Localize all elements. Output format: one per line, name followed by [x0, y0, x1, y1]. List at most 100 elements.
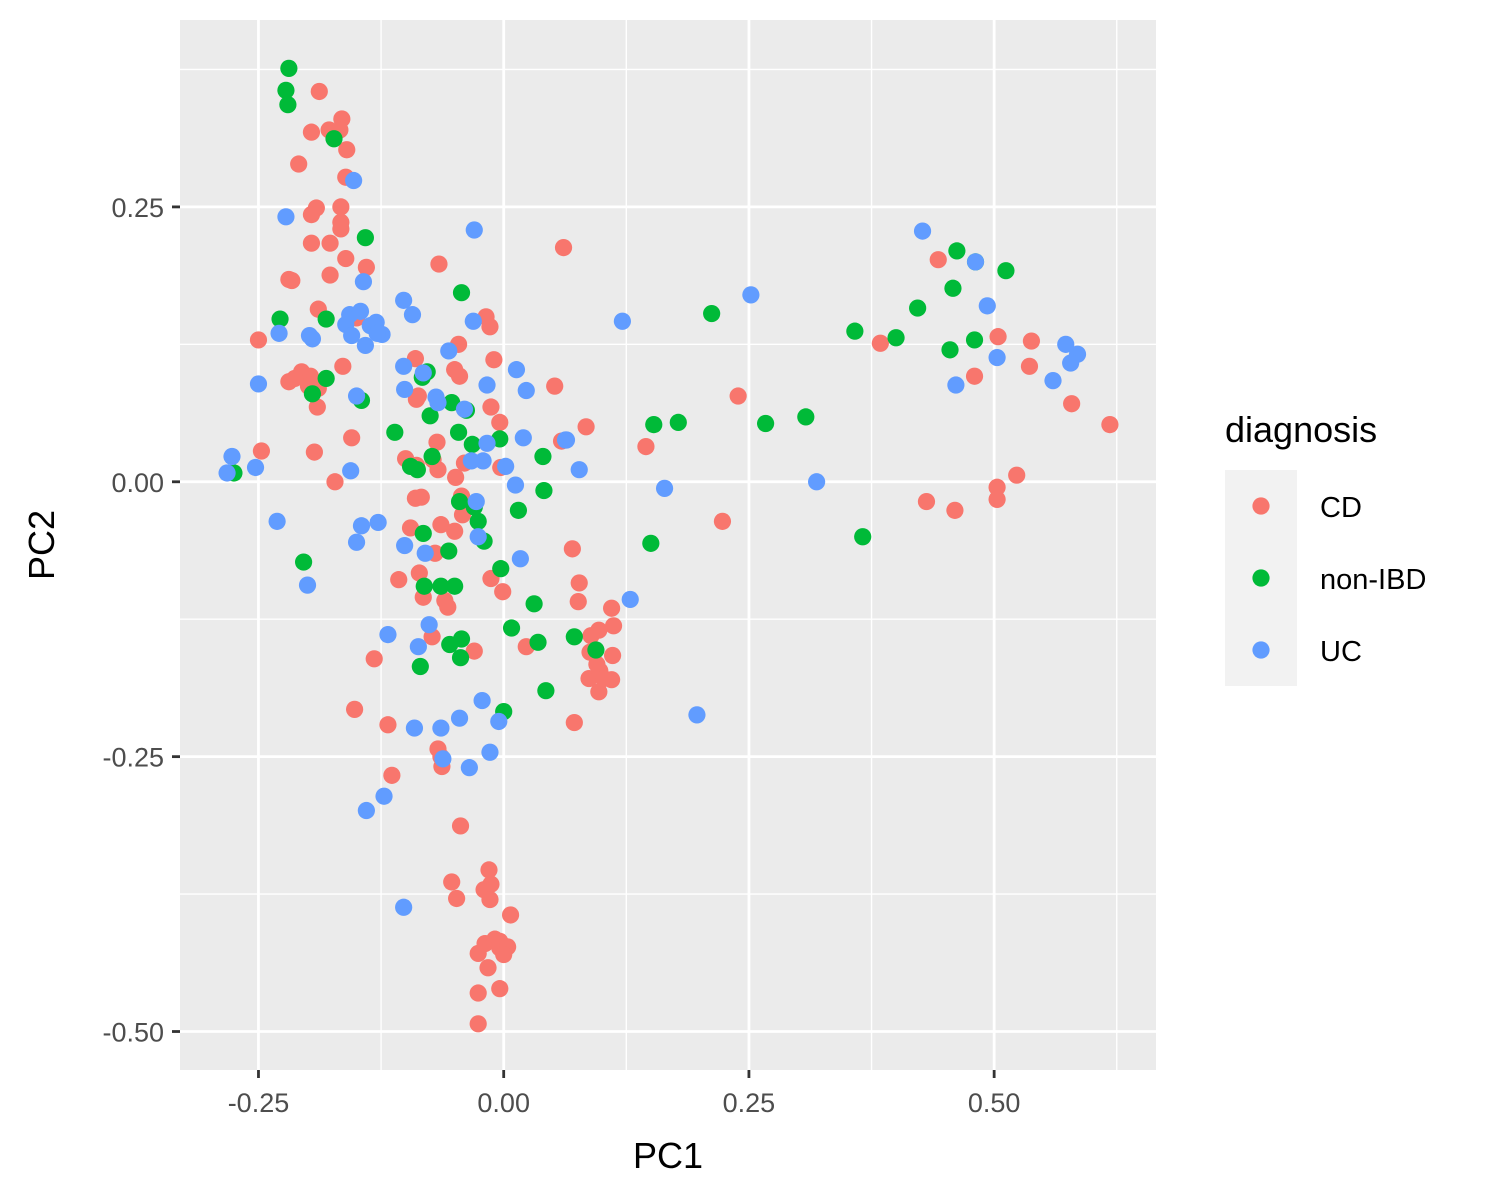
point-uc [1057, 335, 1075, 353]
point-cd [357, 258, 375, 276]
point-uc [277, 208, 295, 226]
point-cd [495, 945, 513, 964]
point-uc [347, 533, 366, 551]
point-uc [270, 324, 288, 342]
series-uc [218, 171, 1087, 916]
point-uc [395, 291, 413, 309]
point-non-ibd [280, 59, 298, 77]
point-non-ibd [450, 492, 469, 511]
series-cd [249, 82, 1119, 1033]
point-cd [729, 387, 747, 405]
point-cd [713, 512, 732, 530]
point-non-ibd [441, 635, 459, 654]
point-cd [465, 642, 483, 660]
point-uc [352, 517, 371, 535]
point-non-ibd [529, 633, 547, 651]
point-non-ibd [854, 528, 872, 546]
legend-title: diagnosis [1225, 409, 1377, 450]
point-cd [321, 266, 339, 284]
point-cd [1020, 357, 1039, 375]
point-uc [416, 544, 434, 562]
point-non-ibd [356, 229, 374, 247]
point-uc [808, 473, 826, 491]
legend-label-uc: UC [1320, 636, 1362, 668]
point-cd [946, 501, 964, 519]
point-non-ibd [451, 649, 470, 667]
point-cd [469, 1015, 487, 1033]
point-cd [338, 141, 356, 159]
point-cd [410, 564, 428, 582]
point-non-ibd [502, 619, 521, 637]
point-uc [300, 326, 319, 345]
point-non-ibd [757, 414, 775, 433]
point-cd [481, 318, 499, 336]
point-uc [497, 457, 515, 475]
point-cd [334, 357, 352, 375]
point-non-ibd [948, 242, 966, 260]
point-uc [517, 381, 535, 400]
point-cd [491, 980, 509, 998]
point-non-ibd [279, 96, 297, 114]
point-uc [218, 464, 236, 482]
legend-key-cd [1252, 497, 1270, 515]
point-cd [302, 206, 321, 224]
point-non-ibd [277, 81, 295, 99]
point-cd [494, 583, 512, 601]
point-cd [302, 234, 321, 252]
point-cd [321, 234, 339, 252]
point-non-ibd [703, 304, 721, 323]
point-non-ibd [303, 385, 322, 403]
point-uc [379, 626, 397, 644]
point-non-ibd [415, 577, 433, 595]
point-uc [223, 447, 241, 466]
point-uc [405, 719, 424, 737]
point-non-ibd [411, 657, 429, 676]
point-uc [688, 706, 706, 724]
point-cd [602, 599, 621, 617]
point-cd [988, 478, 1006, 496]
point-cd [447, 468, 465, 486]
point-uc [357, 801, 375, 820]
point-uc [440, 342, 458, 360]
point-cd [446, 522, 464, 540]
point-cd [443, 873, 461, 891]
series-non-ibd [225, 59, 1015, 721]
point-uc [395, 898, 413, 916]
point-uc [1044, 372, 1062, 390]
point-cd [432, 516, 450, 534]
point-uc [621, 590, 639, 609]
point-uc [396, 380, 414, 399]
point-cd [428, 433, 446, 451]
point-cd [563, 540, 581, 558]
point-uc [742, 286, 760, 304]
point-cd [343, 429, 361, 447]
point-uc [570, 461, 588, 479]
point-uc [978, 297, 996, 315]
point-uc [368, 324, 386, 342]
legend: diagnosis CD non-IBD UC [1225, 409, 1426, 686]
point-cd [409, 387, 427, 405]
point-cd [988, 490, 1006, 508]
legend-key-uc [1252, 641, 1270, 659]
point-cd [379, 716, 397, 734]
point-uc [913, 222, 932, 240]
point-cd [929, 251, 947, 269]
point-uc [478, 376, 496, 394]
point-non-ibd [797, 408, 815, 426]
point-uc [420, 616, 438, 634]
point-non-ibd [452, 284, 471, 302]
point-cd [480, 861, 498, 879]
point-non-ibd [469, 512, 487, 530]
point-cd [337, 249, 355, 268]
point-non-ibd [317, 369, 335, 388]
point-cd [365, 650, 383, 668]
point-uc [474, 452, 492, 470]
point-non-ibd [271, 310, 289, 328]
point-non-ibd [887, 329, 905, 347]
y-axis: -0.50 -0.25 0.00 0.25 [102, 193, 180, 1048]
point-uc [395, 357, 413, 375]
point-non-ibd [944, 279, 962, 297]
point-cd [604, 617, 623, 635]
y-tick-label: 0.25 [111, 193, 164, 223]
